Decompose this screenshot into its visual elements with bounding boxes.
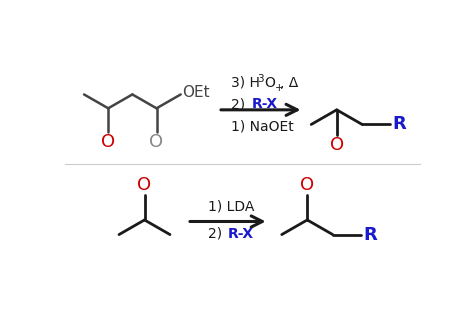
- Text: 1) NaOEt: 1) NaOEt: [231, 119, 294, 133]
- Text: OEt: OEt: [182, 85, 210, 100]
- Text: R: R: [363, 226, 377, 243]
- Text: O: O: [329, 136, 344, 154]
- Text: , Δ: , Δ: [280, 76, 298, 90]
- Text: O: O: [149, 133, 164, 151]
- Text: O: O: [137, 176, 152, 194]
- Text: 1) LDA: 1) LDA: [208, 199, 255, 213]
- Text: R-X: R-X: [228, 227, 255, 241]
- Text: +: +: [275, 83, 283, 93]
- Text: R: R: [392, 115, 406, 134]
- Text: 3) H: 3) H: [231, 76, 260, 90]
- Text: O: O: [264, 76, 275, 90]
- Text: O: O: [101, 133, 115, 151]
- Text: O: O: [300, 176, 314, 194]
- Text: R-X: R-X: [251, 98, 278, 111]
- Text: 2): 2): [231, 98, 250, 111]
- Text: 2): 2): [208, 227, 227, 241]
- Text: 3: 3: [257, 74, 264, 84]
